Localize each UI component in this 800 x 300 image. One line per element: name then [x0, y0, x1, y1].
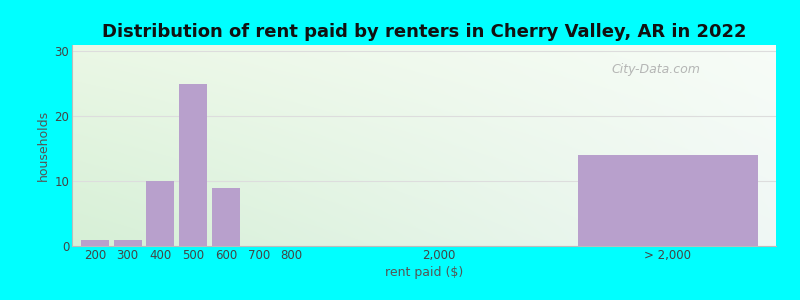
Bar	[179, 84, 207, 246]
Bar	[146, 181, 174, 246]
Bar	[578, 155, 758, 246]
Y-axis label: households: households	[37, 110, 50, 181]
Bar	[81, 239, 109, 246]
Text: City-Data.com: City-Data.com	[612, 63, 701, 76]
Title: Distribution of rent paid by renters in Cherry Valley, AR in 2022: Distribution of rent paid by renters in …	[102, 23, 746, 41]
X-axis label: rent paid ($): rent paid ($)	[385, 266, 463, 279]
Bar	[114, 239, 142, 246]
Bar	[212, 188, 240, 246]
